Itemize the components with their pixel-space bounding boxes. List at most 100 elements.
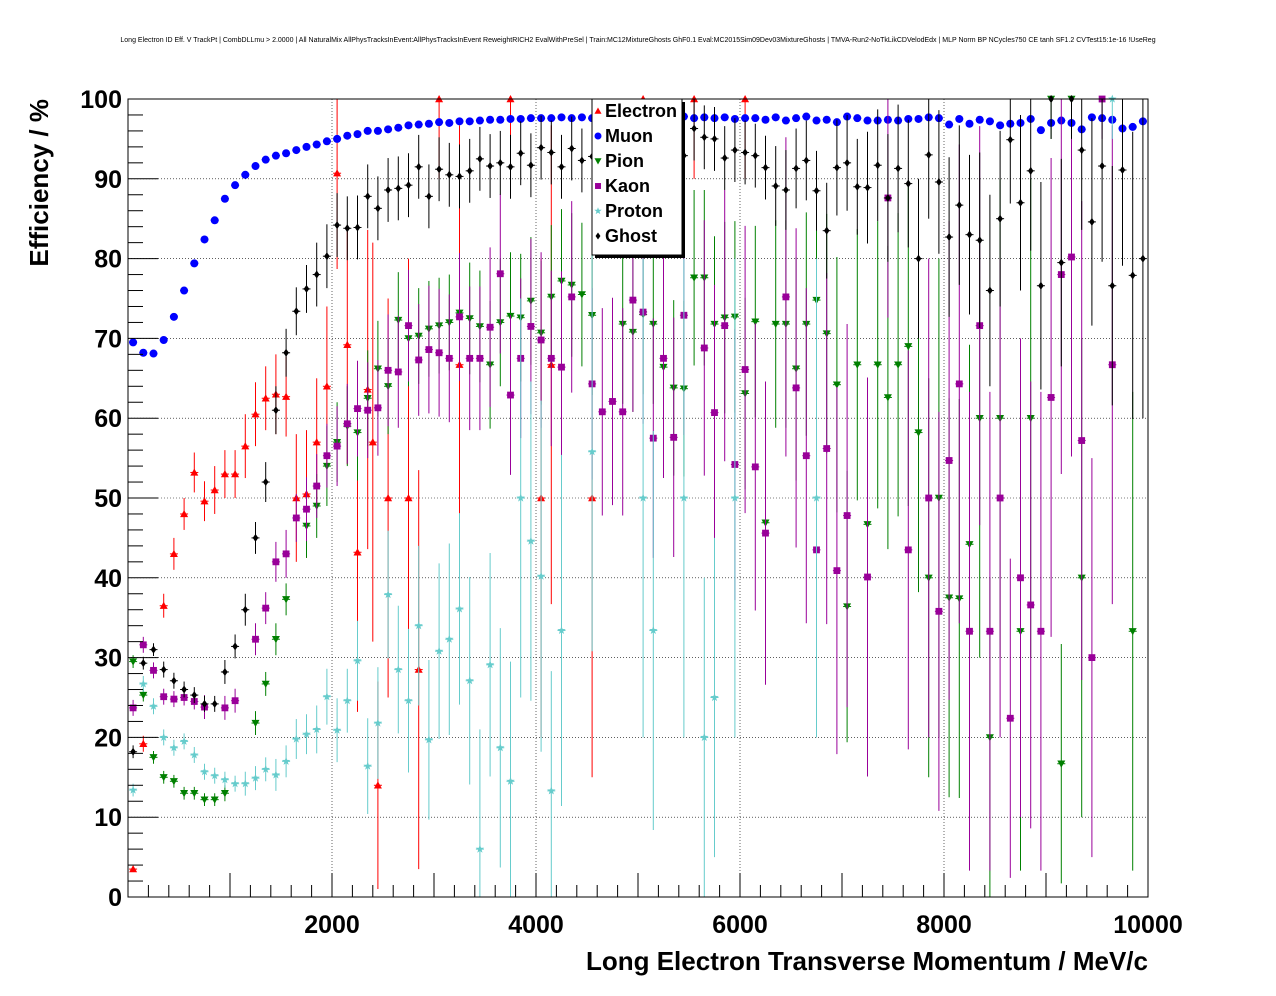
- x-tick-label: 4000: [508, 911, 564, 939]
- muon-point: [322, 137, 331, 146]
- kaon-point: [721, 322, 729, 330]
- kaon-point: [456, 313, 463, 321]
- kaon-point: [394, 368, 402, 376]
- proton-point: [547, 786, 556, 795]
- muon-point: [282, 149, 291, 158]
- kaon-point: [384, 366, 392, 374]
- muon-point: [996, 121, 1005, 130]
- proton-point: [455, 604, 464, 613]
- proton-point: [312, 725, 321, 733]
- muon-point: [741, 114, 750, 123]
- muon-point: [435, 118, 444, 127]
- pion-point: [751, 318, 760, 326]
- ghost-point: [456, 172, 463, 181]
- ghost-point: [273, 406, 279, 415]
- proton-point: [730, 493, 740, 502]
- ghost-point: [232, 642, 238, 651]
- proton-point: [679, 493, 689, 502]
- ghost-point: [313, 270, 320, 279]
- proton-point: [353, 656, 362, 665]
- electron-point: [404, 494, 413, 502]
- kaon-point: [282, 550, 290, 558]
- muon-point: [363, 126, 372, 135]
- kaon-point: [1068, 253, 1075, 261]
- electron-point: [282, 392, 291, 400]
- ghost-point: [752, 151, 759, 160]
- ghost-point: [436, 165, 442, 174]
- ghost-point: [915, 254, 922, 263]
- ghost-point: [1078, 146, 1085, 155]
- muon-point: [465, 117, 474, 126]
- proton-point: [179, 737, 189, 745]
- ghost-point: [262, 478, 269, 487]
- legend: Electron Muon Pion Kaon Proton Ghost: [591, 98, 685, 258]
- kaon-point: [904, 546, 912, 554]
- kaon-point: [670, 433, 678, 441]
- chart-title: Long Electron ID Eff. V TrackPt | CombDL…: [120, 37, 1155, 44]
- pion-point: [914, 429, 923, 437]
- proton-point: [414, 621, 423, 630]
- kaon-point: [1037, 627, 1045, 635]
- ghost-point: [191, 691, 198, 700]
- proton-point: [506, 776, 515, 785]
- muon-point: [577, 113, 586, 122]
- proton-point: [394, 665, 403, 674]
- proton-point: [159, 733, 168, 741]
- muon-point: [985, 117, 994, 126]
- kaon-point: [802, 452, 810, 460]
- ghost-point: [293, 307, 300, 316]
- ghost-point: [548, 148, 555, 157]
- electron-point: [200, 497, 209, 505]
- kaon-point: [609, 398, 616, 405]
- proton-point: [424, 735, 434, 744]
- muon-point: [302, 142, 311, 151]
- legend-muon-marker: [594, 132, 602, 140]
- muon-point: [965, 119, 974, 128]
- kaon-point: [415, 356, 423, 364]
- kaon-point: [833, 567, 841, 575]
- legend-electron-label: Electron: [605, 101, 677, 121]
- electron-point: [220, 470, 229, 478]
- ghost-point: [303, 284, 310, 293]
- muon-point: [139, 348, 148, 357]
- kaon-point: [843, 512, 851, 519]
- ghost-point: [375, 204, 381, 213]
- muon-point: [129, 338, 138, 347]
- kaon-point: [1017, 574, 1024, 582]
- pion-point: [139, 691, 148, 700]
- proton-point: [485, 660, 495, 669]
- proton-point: [434, 646, 444, 655]
- kaon-point: [966, 627, 973, 635]
- muon-point: [853, 114, 862, 123]
- electron-point: [251, 410, 260, 418]
- pion-point: [220, 790, 229, 798]
- ghost-point: [1109, 281, 1116, 290]
- kaon-point: [711, 409, 718, 417]
- ghost-point: [354, 223, 361, 232]
- ghost-point: [558, 162, 565, 171]
- muon-point: [516, 114, 525, 123]
- proton-point: [241, 779, 250, 788]
- proton-point: [475, 844, 485, 853]
- electron-point: [210, 486, 219, 494]
- ghost-point: [579, 156, 585, 165]
- pion-point: [904, 343, 913, 351]
- kaon-point: [660, 354, 667, 362]
- pion-point: [169, 778, 178, 786]
- kaon-point: [231, 697, 239, 705]
- proton-point: [200, 767, 209, 776]
- proton-point: [128, 785, 138, 794]
- electron-point: [353, 548, 362, 556]
- proton-point: [261, 764, 270, 773]
- ghost-point: [160, 665, 167, 674]
- muon-point: [333, 134, 342, 143]
- kaon-point: [364, 406, 372, 414]
- muon-point: [1128, 122, 1137, 131]
- muon-point: [955, 114, 964, 123]
- pion-point: [1128, 628, 1137, 636]
- kaon-point: [741, 366, 749, 373]
- ghost-point: [568, 144, 575, 153]
- kaon-point: [292, 514, 300, 522]
- kaon-point: [925, 494, 933, 502]
